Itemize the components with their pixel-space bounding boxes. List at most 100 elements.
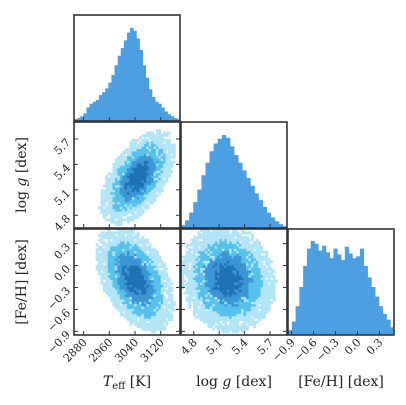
density-cell-logg-feh	[243, 253, 247, 256]
density-cell-logg-feh	[200, 277, 204, 281]
density-cell-teff-logg	[134, 150, 138, 154]
density-cell-teff-feh	[114, 303, 118, 307]
density-cell-logg-feh	[205, 301, 208, 305]
density-cell-logg-feh	[214, 250, 218, 254]
density-cell-logg-feh	[224, 320, 228, 324]
density-cell-teff-feh	[153, 327, 157, 331]
density-cell-teff-feh	[163, 313, 167, 317]
density-cell-teff-logg	[124, 211, 128, 215]
density-cell-teff-logg	[167, 141, 171, 145]
density-cell-logg-feh	[185, 291, 189, 295]
density-cell-teff-feh	[122, 303, 126, 307]
density-cell-logg-feh	[231, 308, 235, 312]
density-cell-teff-feh	[122, 233, 126, 237]
density-cell-logg-feh	[226, 272, 230, 276]
density-cell-teff-logg	[127, 211, 130, 215]
density-cell-teff-logg	[124, 150, 128, 154]
density-cell-logg-feh	[258, 241, 261, 244]
density-cell-teff-feh	[136, 303, 140, 307]
density-cell-teff-logg	[131, 182, 135, 186]
density-cell-teff-logg	[107, 189, 111, 193]
density-cell-teff-feh	[151, 320, 154, 324]
density-cell-teff-logg	[129, 177, 133, 181]
density-cell-teff-feh	[119, 279, 123, 283]
density-cell-logg-feh	[265, 301, 269, 305]
density-cell-logg-feh	[238, 284, 242, 288]
density-cell-teff-feh	[139, 238, 142, 242]
density-cell-teff-logg	[124, 189, 128, 193]
density-cell-teff-feh	[119, 262, 123, 266]
density-cell-logg-feh	[248, 315, 252, 319]
density-cell-teff-logg	[127, 177, 130, 181]
density-cell-teff-feh	[122, 301, 126, 305]
density-cell-logg-feh	[197, 308, 201, 312]
density-cell-logg-feh	[195, 257, 199, 261]
density-cell-logg-feh	[262, 272, 266, 276]
density-cell-logg-feh	[202, 315, 206, 319]
density-cell-teff-feh	[107, 231, 111, 235]
density-cell-logg-feh	[197, 301, 201, 305]
density-cell-teff-logg	[136, 211, 140, 215]
density-cell-teff-logg	[131, 141, 135, 145]
density-cell-teff-feh	[114, 253, 118, 256]
density-cell-logg-feh	[243, 327, 247, 331]
density-cell-logg-feh	[260, 245, 264, 249]
density-cell-logg-feh	[212, 294, 216, 297]
density-cell-teff-feh	[102, 253, 106, 256]
density-cell-teff-logg	[153, 134, 157, 137]
density-cell-teff-logg	[158, 175, 162, 178]
density-cell-teff-feh	[141, 315, 145, 319]
density-cell-teff-feh	[95, 243, 99, 247]
density-cell-logg-feh	[212, 269, 216, 273]
density-cell-logg-feh	[205, 289, 208, 293]
density-cell-teff-logg	[153, 160, 157, 164]
density-cell-teff-feh	[160, 286, 164, 290]
density-cell-logg-feh	[255, 241, 259, 244]
density-cell-teff-feh	[139, 294, 142, 297]
density-cell-logg-feh	[229, 279, 233, 283]
density-cell-logg-feh	[226, 241, 230, 244]
density-cell-logg-feh	[267, 284, 271, 288]
density-cell-teff-logg	[170, 155, 174, 159]
density-cell-logg-feh	[262, 282, 266, 285]
density-cell-logg-feh	[234, 291, 237, 295]
density-cell-teff-logg	[105, 177, 109, 181]
density-cell-logg-feh	[219, 315, 223, 319]
density-cell-teff-feh	[95, 253, 99, 256]
density-cell-logg-feh	[214, 269, 218, 273]
density-cell-teff-feh	[155, 272, 159, 276]
density-cell-logg-feh	[234, 274, 237, 278]
density-cell-logg-feh	[226, 248, 230, 252]
density-cell-logg-feh	[246, 274, 249, 278]
density-cell-logg-feh	[224, 313, 228, 317]
density-cell-logg-feh	[214, 236, 218, 240]
density-cell-teff-feh	[139, 267, 142, 271]
density-cell-logg-feh	[205, 241, 208, 244]
density-cell-logg-feh	[207, 279, 211, 283]
density-cell-teff-feh	[170, 298, 174, 302]
density-cell-logg-feh	[229, 267, 233, 271]
density-cell-teff-feh	[131, 291, 135, 295]
density-cell-logg-feh	[202, 243, 206, 247]
y-tick-label-feh: 0.0	[52, 262, 74, 284]
density-cell-teff-logg	[146, 160, 150, 164]
density-cell-teff-logg	[167, 131, 171, 135]
density-cell-teff-logg	[110, 213, 114, 217]
density-cell-logg-feh	[243, 303, 247, 307]
density-cell-teff-logg	[139, 208, 142, 212]
density-cell-teff-logg	[143, 138, 147, 142]
density-cell-teff-logg	[146, 150, 150, 154]
density-cell-teff-feh	[110, 267, 114, 271]
density-cell-teff-feh	[131, 241, 135, 244]
density-cell-logg-feh	[193, 291, 196, 295]
density-cell-teff-feh	[117, 233, 121, 237]
density-cell-teff-logg	[136, 150, 140, 154]
density-cell-logg-feh	[224, 284, 228, 288]
density-cell-logg-feh	[229, 298, 233, 302]
density-cell-teff-logg	[136, 179, 140, 183]
density-cell-teff-feh	[112, 286, 116, 290]
density-cell-logg-feh	[212, 267, 216, 271]
density-cell-logg-feh	[262, 306, 266, 309]
density-cell-logg-feh	[202, 265, 206, 269]
density-cell-logg-feh	[193, 241, 196, 244]
